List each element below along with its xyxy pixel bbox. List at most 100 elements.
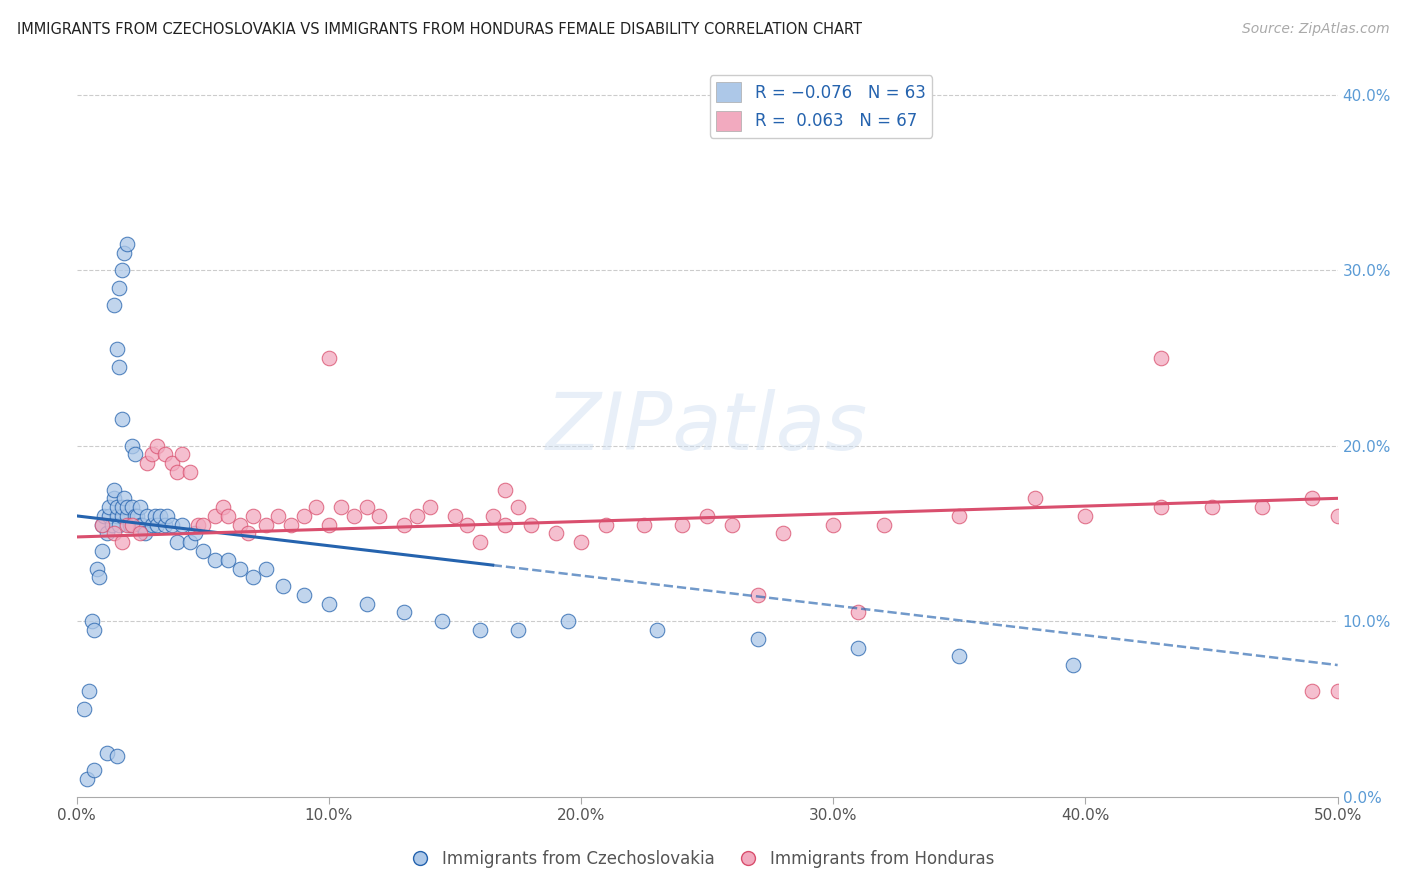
- Point: [111, 412, 134, 426]
- Point: [481, 508, 503, 523]
- Point: [162, 517, 184, 532]
- Point: [1150, 351, 1173, 365]
- Point: [73, 702, 96, 716]
- Point: [747, 588, 769, 602]
- Point: [105, 342, 128, 356]
- Point: [343, 508, 366, 523]
- Point: [318, 517, 340, 532]
- Point: [153, 447, 176, 461]
- Point: [90, 517, 112, 532]
- Point: [204, 553, 226, 567]
- Point: [292, 588, 315, 602]
- Point: [848, 606, 870, 620]
- Point: [191, 517, 214, 532]
- Point: [83, 764, 105, 778]
- Point: [114, 491, 136, 506]
- Point: [101, 517, 124, 532]
- Point: [211, 500, 233, 515]
- Point: [1326, 684, 1348, 698]
- Point: [108, 359, 131, 374]
- Point: [136, 508, 159, 523]
- Point: [90, 544, 112, 558]
- Legend: R = −0.076   N = 63, R =  0.063   N = 67: R = −0.076 N = 63, R = 0.063 N = 67: [710, 75, 932, 137]
- Point: [108, 281, 131, 295]
- Point: [494, 517, 516, 532]
- Point: [872, 517, 894, 532]
- Point: [136, 456, 159, 470]
- Point: [229, 517, 252, 532]
- Point: [494, 483, 516, 497]
- Point: [696, 508, 718, 523]
- Point: [721, 517, 744, 532]
- Point: [519, 517, 541, 532]
- Point: [98, 508, 121, 523]
- Point: [179, 535, 201, 549]
- Point: [305, 500, 328, 515]
- Point: [356, 500, 378, 515]
- Point: [1150, 500, 1173, 515]
- Point: [156, 508, 179, 523]
- Point: [595, 517, 617, 532]
- Point: [406, 508, 429, 523]
- Point: [1201, 500, 1223, 515]
- Point: [111, 263, 134, 277]
- Point: [318, 597, 340, 611]
- Point: [162, 456, 184, 470]
- Point: [948, 649, 970, 664]
- Point: [187, 517, 209, 532]
- Point: [747, 632, 769, 646]
- Point: [134, 526, 156, 541]
- Point: [111, 500, 134, 515]
- Point: [557, 614, 579, 628]
- Point: [848, 640, 870, 655]
- Point: [114, 245, 136, 260]
- Point: [204, 508, 226, 523]
- Point: [419, 500, 441, 515]
- Point: [128, 500, 150, 515]
- Point: [184, 526, 207, 541]
- Text: IMMIGRANTS FROM CZECHOSLOVAKIA VS IMMIGRANTS FROM HONDURAS FEMALE DISABILITY COR: IMMIGRANTS FROM CZECHOSLOVAKIA VS IMMIGR…: [17, 22, 862, 37]
- Point: [948, 508, 970, 523]
- Point: [633, 517, 655, 532]
- Point: [121, 500, 143, 515]
- Point: [83, 623, 105, 637]
- Point: [569, 535, 592, 549]
- Point: [318, 351, 340, 365]
- Point: [115, 500, 138, 515]
- Point: [96, 746, 118, 760]
- Point: [76, 772, 98, 786]
- Point: [153, 517, 176, 532]
- Point: [103, 483, 125, 497]
- Point: [105, 500, 128, 515]
- Point: [105, 508, 128, 523]
- Point: [121, 439, 143, 453]
- Point: [242, 570, 264, 584]
- Point: [103, 298, 125, 312]
- Point: [432, 614, 454, 628]
- Point: [671, 517, 693, 532]
- Point: [111, 535, 134, 549]
- Point: [1074, 508, 1097, 523]
- Point: [823, 517, 845, 532]
- Point: [394, 606, 416, 620]
- Point: [456, 517, 478, 532]
- Point: [368, 508, 391, 523]
- Point: [89, 570, 111, 584]
- Point: [131, 517, 153, 532]
- Point: [1062, 658, 1084, 673]
- Point: [179, 465, 201, 479]
- Point: [98, 500, 121, 515]
- Point: [118, 517, 141, 532]
- Point: [172, 447, 194, 461]
- Point: [254, 561, 277, 575]
- Point: [280, 517, 302, 532]
- Point: [111, 508, 134, 523]
- Point: [93, 508, 115, 523]
- Point: [80, 614, 103, 628]
- Point: [124, 508, 146, 523]
- Point: [90, 517, 112, 532]
- Point: [149, 508, 172, 523]
- Point: [506, 623, 529, 637]
- Point: [229, 561, 252, 575]
- Point: [141, 517, 163, 532]
